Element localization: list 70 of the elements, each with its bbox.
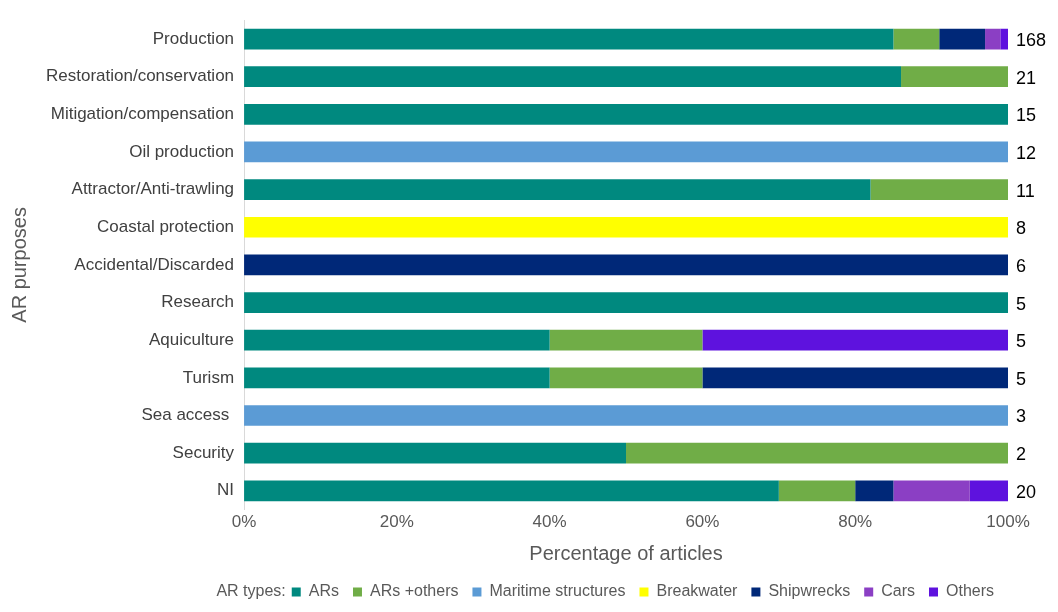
x-tick-label: 80%	[838, 512, 873, 532]
legend-label: ARs	[308, 582, 339, 600]
x-tick-label: 20%	[379, 512, 414, 532]
legend-label: Shipwrecks	[768, 582, 851, 600]
bar	[702, 329, 1008, 351]
y-tick-label: Mitigation/compensation	[50, 104, 235, 123]
y-tick-label: Turism	[182, 367, 235, 387]
x-axis-title: Percentage of articles	[529, 541, 723, 564]
y-tick-label: Restoration/conservation	[46, 66, 235, 86]
y-tick-label: Coastal protection	[97, 216, 235, 236]
y-tick-label: Sea access	[141, 405, 235, 425]
text: 15	[1016, 105, 1037, 126]
bar	[893, 28, 940, 50]
bar	[244, 329, 550, 351]
y-axis-title: AR purposes	[7, 207, 30, 323]
text: 2	[1016, 444, 1027, 465]
x-tick-label: 40%	[532, 512, 567, 532]
bar	[969, 480, 1008, 502]
y-tick-label: Research	[161, 292, 235, 312]
text: 21	[1016, 67, 1037, 88]
bar	[939, 28, 986, 50]
bar	[985, 28, 1001, 50]
bar	[244, 28, 894, 50]
bar	[244, 292, 1008, 313]
bar	[778, 480, 856, 502]
x-tick-label: 0%	[231, 512, 257, 532]
bar	[244, 405, 1008, 426]
y-tick-label: Attractor/Anti-trawling	[71, 179, 235, 199]
bar	[244, 103, 1008, 125]
text: 5	[1016, 293, 1027, 314]
text: 5	[1016, 331, 1027, 352]
text: 20	[1016, 481, 1037, 502]
bar	[870, 179, 1008, 200]
text: 6	[1016, 255, 1027, 276]
y-tick-label: Aquiculture	[148, 329, 235, 349]
legend-label: Cars	[881, 582, 915, 600]
bar	[244, 179, 871, 200]
text: 11	[1016, 180, 1035, 201]
bar	[244, 216, 1008, 238]
bar	[1000, 28, 1008, 50]
text: 12	[1016, 142, 1037, 163]
bar	[549, 367, 703, 389]
bar	[549, 329, 703, 351]
text: 3	[1016, 406, 1027, 427]
y-tick-label: NI	[217, 480, 235, 500]
legend-label: Breakwater	[656, 582, 739, 600]
text: 5	[1016, 368, 1027, 389]
bar	[893, 480, 970, 502]
legend-label: ARs +others	[369, 582, 459, 600]
bar	[855, 480, 894, 502]
y-tick-label: Production	[152, 28, 235, 48]
y-tick-label: Accidental/Discarded	[74, 254, 235, 274]
legend-title: AR types:	[216, 582, 286, 600]
x-tick-label: 100%	[986, 512, 1030, 532]
text: 168	[1016, 29, 1047, 50]
y-tick-label: Oil production	[129, 141, 235, 161]
bar	[244, 480, 779, 502]
bar	[244, 141, 1008, 163]
legend-label: Others	[945, 582, 994, 600]
bar	[244, 66, 902, 88]
bar	[702, 367, 1008, 389]
x-tick-label: 60%	[685, 512, 720, 532]
bar	[244, 442, 627, 464]
bar	[244, 367, 550, 389]
bar	[901, 66, 1008, 88]
text: 8	[1016, 218, 1027, 239]
bar	[244, 254, 1008, 276]
y-tick-label: Security	[172, 442, 235, 462]
bar	[626, 442, 1008, 464]
legend-label: Maritime structures	[489, 582, 626, 600]
